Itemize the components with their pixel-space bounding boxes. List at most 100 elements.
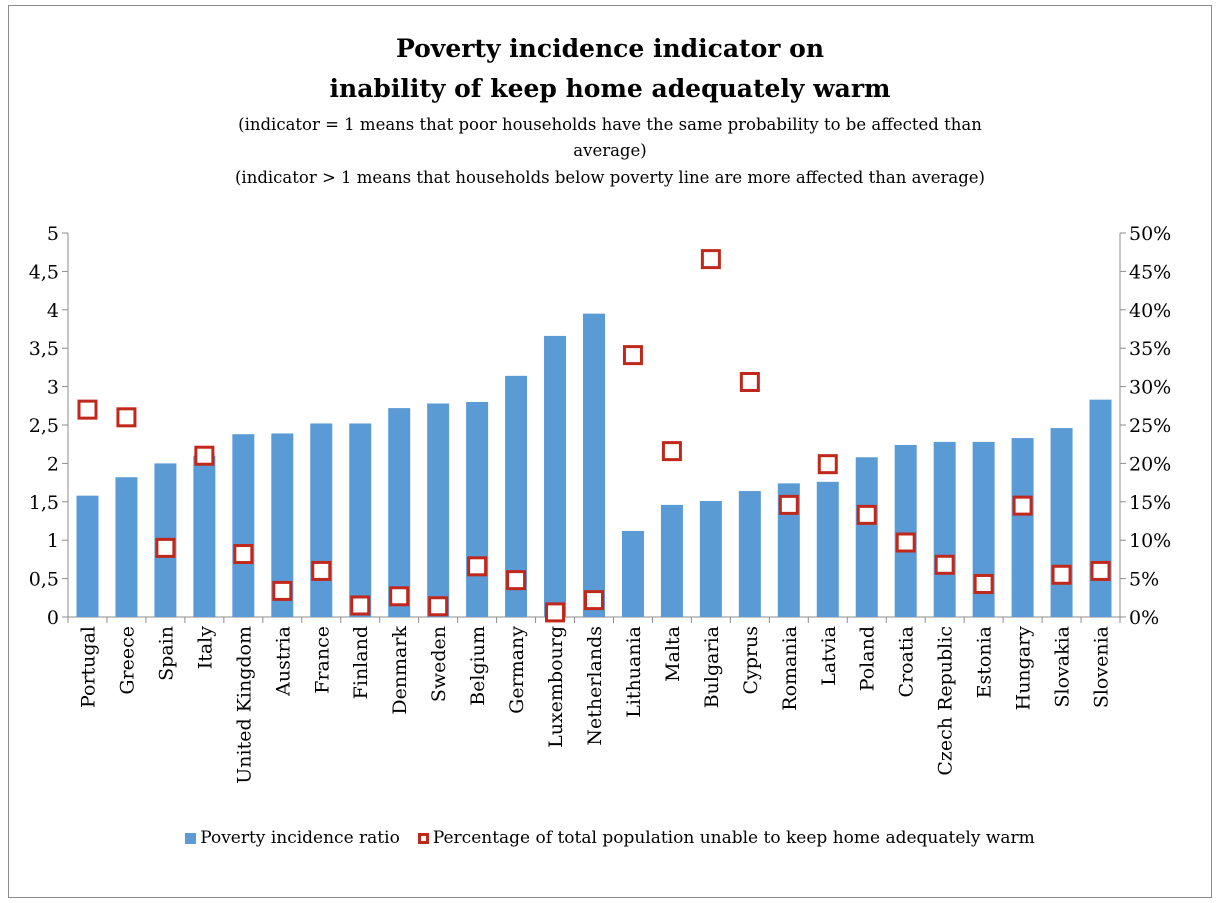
bar xyxy=(738,491,761,617)
scatter-point xyxy=(272,580,293,601)
scatter-point xyxy=(817,454,838,475)
x-tick-label: Italy xyxy=(194,626,216,670)
chart-subtitle-line-1: (indicator = 1 means that poor household… xyxy=(238,115,982,134)
scatter-point xyxy=(389,586,410,607)
x-tick-label: Bulgaria xyxy=(701,626,723,708)
bar xyxy=(583,313,605,617)
bar xyxy=(894,444,917,617)
x-tick-label: Slovenia xyxy=(1091,626,1113,708)
scatter-point xyxy=(739,371,760,392)
x-tick-label: Greece xyxy=(116,626,138,695)
x-tick-label: Austria xyxy=(272,626,294,697)
legend: Poverty incidence ratio Percentage of to… xyxy=(0,828,1220,848)
x-tick-label: Slovakia xyxy=(1052,626,1074,708)
scatter-point xyxy=(545,602,566,623)
chart-subtitle-line-3: (indicator > 1 means that households bel… xyxy=(235,168,985,187)
bar xyxy=(621,530,644,617)
bar xyxy=(76,495,99,617)
x-tick-label: Finland xyxy=(350,626,372,699)
bar xyxy=(427,403,450,617)
x-tick-label: Croatia xyxy=(896,626,918,697)
x-tick-label: Netherlands xyxy=(584,626,606,746)
scatter-point xyxy=(311,560,332,581)
scatter-point xyxy=(700,249,721,270)
x-tick-label: Luxembourg xyxy=(545,626,567,748)
bar xyxy=(310,423,333,617)
chart-title-line-2: inability of keep home adequately warm xyxy=(329,74,891,103)
bar xyxy=(1011,438,1034,617)
chart-title-line-1: Poverty incidence indicator on xyxy=(396,34,824,63)
x-tick-label: Portugal xyxy=(77,626,99,708)
bar xyxy=(505,375,528,617)
y-right-tick-label: 20% xyxy=(1129,453,1171,475)
bar xyxy=(699,501,722,617)
x-tick-label: Cyprus xyxy=(740,626,762,695)
scatter-point xyxy=(934,554,955,575)
y-left-tick-label: 1 xyxy=(47,530,59,552)
x-tick-label: Spain xyxy=(155,626,177,681)
scatter-point xyxy=(467,556,488,577)
bar xyxy=(1050,428,1073,617)
x-tick-label: Germany xyxy=(506,626,528,714)
scatter-point xyxy=(233,544,254,565)
scatter-point xyxy=(77,399,98,420)
x-tick-label: Hungary xyxy=(1013,626,1035,711)
y-right-tick-label: 0% xyxy=(1129,607,1159,629)
scatter-point xyxy=(973,573,994,594)
y-left-tick-label: 1,5 xyxy=(29,492,59,514)
y-left-tick-label: 4,5 xyxy=(29,261,59,283)
bar xyxy=(388,408,411,617)
bar xyxy=(115,477,138,617)
scatter-point xyxy=(622,345,643,366)
x-tick-label: Denmark xyxy=(389,626,411,715)
bar xyxy=(855,457,878,617)
y-right-tick-label: 10% xyxy=(1129,530,1171,552)
scatter-point xyxy=(1051,564,1072,585)
legend-item-marker: Percentage of total population unable to… xyxy=(417,828,1035,848)
bar xyxy=(816,481,839,617)
scatter-point xyxy=(661,441,682,462)
y-right-tick-label: 45% xyxy=(1129,261,1171,283)
y-right-tick-label: 50% xyxy=(1129,223,1171,245)
scatter-point xyxy=(778,494,799,515)
y-right-tick-label: 40% xyxy=(1129,300,1171,322)
bar xyxy=(660,504,683,617)
x-tick-label: Malta xyxy=(662,626,684,682)
x-tick-label: Romania xyxy=(779,626,801,711)
scatter-point xyxy=(856,504,877,525)
chart-subtitle-line-2: average) xyxy=(573,141,647,160)
x-tick-label: Latvia xyxy=(818,626,840,686)
scatter-point xyxy=(1090,560,1111,581)
scatter-point xyxy=(428,596,449,617)
bar xyxy=(271,433,294,617)
y-left-tick-label: 0,5 xyxy=(29,569,59,591)
scatter-point xyxy=(1012,495,1033,516)
x-tick-label: France xyxy=(311,626,333,694)
x-tick-label: Lithuania xyxy=(623,626,645,718)
scatter-point xyxy=(116,407,137,428)
y-right-tick-label: 15% xyxy=(1129,492,1171,514)
x-tick-label: United Kingdom xyxy=(233,626,255,784)
x-tick-label: Czech Republic xyxy=(935,626,957,776)
scatter-point xyxy=(584,590,604,611)
y-left-tick-label: 2 xyxy=(47,453,59,475)
bar xyxy=(777,483,800,617)
legend-item-bar: Poverty incidence ratio xyxy=(185,828,400,848)
y-right-tick-label: 35% xyxy=(1129,338,1171,360)
scatter-point xyxy=(506,570,527,591)
y-left-tick-label: 3 xyxy=(47,377,59,399)
bar xyxy=(466,401,489,617)
scatter-point xyxy=(194,445,215,466)
x-tick-label: Sweden xyxy=(428,626,450,702)
bar xyxy=(193,455,216,617)
y-right-tick-label: 25% xyxy=(1129,415,1171,437)
y-right-tick-label: 5% xyxy=(1129,569,1159,591)
scatter-point xyxy=(350,595,371,616)
legend-label-bar: Poverty incidence ratio xyxy=(200,828,400,848)
legend-label-marker: Percentage of total population unable to… xyxy=(432,828,1035,848)
bar xyxy=(349,423,372,617)
bar xyxy=(972,441,995,617)
y-left-tick-label: 2,5 xyxy=(29,415,59,437)
x-tick-label: Poland xyxy=(857,626,879,691)
